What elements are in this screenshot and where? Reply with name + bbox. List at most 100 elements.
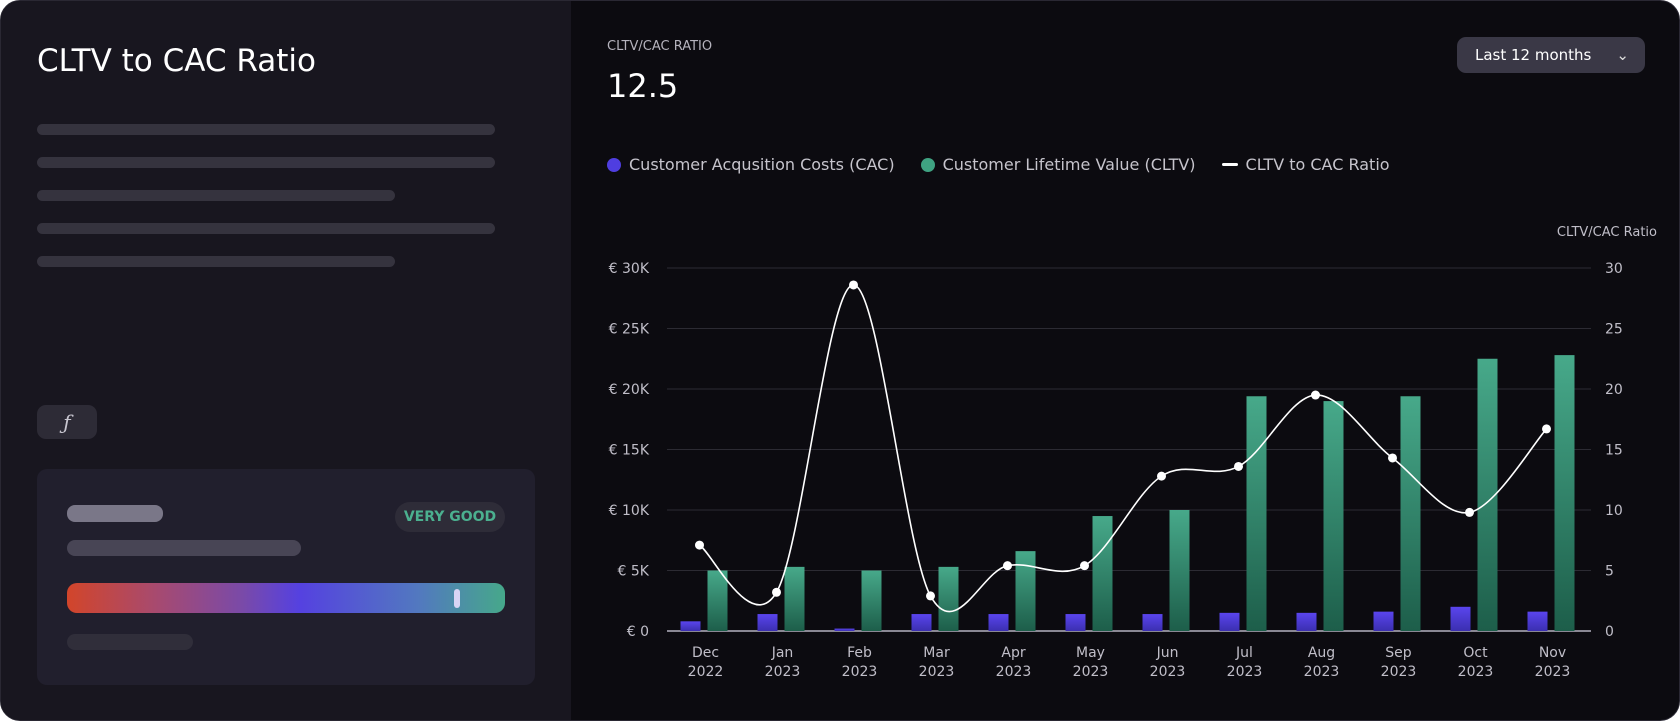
x-tick-year: 2023: [1304, 664, 1340, 680]
cltv-bar: [1400, 396, 1421, 631]
cltv-bar: [938, 566, 959, 631]
ratio-point: [1542, 424, 1551, 434]
y-tick-left: € 0: [627, 624, 649, 640]
cltv-bar: [784, 566, 805, 631]
metric-value: 12.5: [607, 67, 679, 105]
score-gradient-bar: [67, 583, 505, 613]
cltv-bar: [861, 570, 882, 631]
cac-bar: [680, 621, 701, 631]
y-tick-right: 30: [1605, 261, 1623, 277]
skeleton-line: [67, 505, 163, 522]
cltv-bar: [1246, 396, 1267, 631]
x-tick-year: 2023: [765, 664, 801, 680]
skeleton-line: [37, 190, 395, 201]
skeleton-line: [37, 256, 395, 267]
chart-panel: CLTV/CAC RATIO 12.5 Last 12 months ⌄ Cust…: [571, 1, 1679, 720]
ratio-point: [1003, 561, 1012, 571]
y-tick-right: 15: [1605, 443, 1623, 459]
x-tick-month: Apr: [1001, 645, 1025, 661]
left-panel: CLTV to CAC Ratio ƒ VERY GOOD: [1, 1, 571, 720]
cltv-dot-icon: [920, 157, 935, 172]
x-tick-month: Jul: [1235, 645, 1253, 661]
x-tick-month: Jun: [1156, 645, 1179, 661]
skeleton-line: [67, 634, 193, 650]
ratio-point: [1388, 453, 1397, 463]
x-tick-year: 2023: [1227, 664, 1263, 680]
x-tick-month: Mar: [923, 645, 950, 661]
y-tick-left: € 20K: [609, 382, 650, 398]
cac-bar: [1296, 612, 1317, 631]
score-card: VERY GOOD: [37, 469, 535, 685]
x-tick-year: 2023: [1535, 664, 1571, 680]
cltv-bar: [707, 570, 728, 631]
x-tick-year: 2023: [842, 664, 878, 680]
skeleton-line: [37, 124, 495, 135]
ratio-point: [849, 280, 858, 290]
y-axis-right-label: CLTV/CAC Ratio: [1557, 225, 1657, 240]
line-icon: [1221, 163, 1238, 166]
ratio-point: [772, 587, 781, 597]
range-select[interactable]: Last 12 months ⌄: [1457, 37, 1645, 73]
y-tick-left: € 15K: [609, 443, 650, 459]
cltv-bar: [1015, 551, 1036, 631]
skeleton-line: [67, 540, 301, 556]
ratio-point: [926, 591, 935, 601]
cac-bar: [757, 614, 778, 631]
y-tick-left: € 25K: [609, 322, 650, 338]
cltv-bar: [1323, 401, 1344, 631]
cltv-bar: [1477, 358, 1498, 631]
x-tick-month: Nov: [1539, 645, 1566, 661]
x-tick-year: 2023: [1381, 664, 1417, 680]
y-tick-right: 5: [1605, 564, 1614, 580]
ratio-point: [695, 540, 704, 550]
x-tick-year: 2023: [996, 664, 1032, 680]
x-tick-month: Dec: [692, 645, 719, 661]
y-tick-right: 10: [1605, 503, 1623, 519]
x-tick-year: 2023: [919, 664, 955, 680]
legend-cltv[interactable]: Customer Lifetime Value (CLTV): [920, 155, 1196, 174]
x-tick-month: Jan: [771, 645, 794, 661]
score-marker: [453, 589, 460, 608]
cac-bar: [988, 614, 1009, 631]
cac-bar: [1527, 611, 1548, 631]
ratio-point: [1157, 471, 1166, 481]
ratio-point: [1234, 461, 1243, 471]
function-icon[interactable]: ƒ: [37, 405, 97, 439]
y-tick-right: 20: [1605, 382, 1623, 398]
cac-bar: [834, 628, 855, 631]
metric-label: CLTV/CAC RATIO: [607, 39, 713, 54]
cac-bar: [1142, 614, 1163, 631]
y-tick-right: 0: [1605, 624, 1614, 640]
x-tick-month: Aug: [1308, 645, 1335, 661]
cac-bar: [1065, 614, 1086, 631]
y-tick-right: 25: [1605, 322, 1623, 338]
cac-bar: [911, 614, 932, 631]
x-tick-year: 2023: [1458, 664, 1494, 680]
page-title: CLTV to CAC Ratio: [37, 43, 317, 79]
y-tick-left: € 30K: [609, 261, 650, 277]
x-tick-month: Feb: [847, 645, 872, 661]
skeleton-line: [37, 223, 495, 234]
cac-bar: [1219, 612, 1240, 631]
x-tick-year: 2023: [1073, 664, 1109, 680]
range-select-value: Last 12 months: [1475, 46, 1592, 64]
cltv-bar: [1092, 516, 1113, 631]
cac-bar: [1450, 606, 1471, 631]
ratio-point: [1311, 390, 1320, 400]
cltv-bar: [1169, 510, 1190, 631]
y-tick-left: € 10K: [609, 503, 650, 519]
legend-ratio[interactable]: CLTV to CAC Ratio: [1221, 155, 1390, 174]
cac-dot-icon: [607, 157, 621, 172]
cac-bar: [1373, 611, 1394, 631]
chevron-down-icon: ⌄: [1616, 46, 1629, 64]
ratio-point: [1465, 507, 1474, 517]
x-tick-month: May: [1076, 645, 1105, 661]
ratio-point: [1080, 561, 1089, 571]
cltv-bar: [1554, 355, 1575, 631]
y-tick-left: € 5K: [618, 564, 650, 580]
x-tick-year: 2023: [1150, 664, 1186, 680]
chart-legend: Customer Acqusition Costs (CAC) Customer…: [607, 155, 1390, 174]
x-tick-month: Oct: [1463, 645, 1488, 661]
legend-cac[interactable]: Customer Acqusition Costs (CAC): [607, 155, 895, 174]
